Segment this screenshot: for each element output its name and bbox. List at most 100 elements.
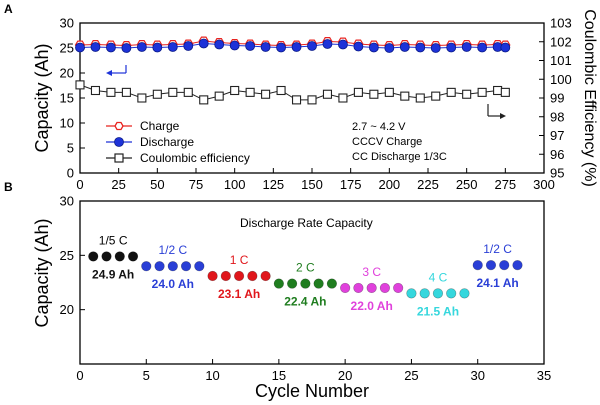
y-tick-label: 0: [67, 166, 74, 181]
data-point-rate-1: [141, 261, 152, 272]
data-point-rate-4: [393, 282, 404, 294]
x-tick-label: 35: [537, 368, 551, 383]
y-tick-label: 25: [60, 41, 74, 56]
annotation-discharge-mode: CC Discharge 1/3C: [352, 151, 447, 163]
data-point-rate-1: [154, 261, 165, 272]
data-point-discharge: [121, 43, 132, 53]
data-point-coulombic: [307, 95, 317, 105]
data-point-coulombic: [446, 87, 456, 97]
rate-label: 1/2 C: [158, 243, 187, 257]
x-tick-label: 50: [150, 177, 164, 192]
plot-series-a: [74, 36, 511, 105]
data-point-rate-6: [472, 260, 483, 271]
data-point-discharge: [229, 40, 240, 51]
data-point-discharge: [477, 42, 488, 53]
x-tick-label: 10: [205, 368, 219, 383]
capacity-value-label: 24.0 Ah: [152, 277, 194, 291]
x-axis-title-b: Cycle Number: [255, 381, 369, 401]
data-point-rate-3: [273, 278, 284, 289]
data-point-discharge: [183, 41, 194, 51]
data-point-coulombic: [214, 91, 224, 101]
x-tick-label: 175: [340, 177, 362, 192]
annotation-charge-mode: CCCV Charge: [352, 136, 422, 148]
x-tick-label: 30: [470, 368, 484, 383]
data-point-rate-0: [114, 251, 125, 262]
legend-label-charge: Charge: [140, 119, 180, 133]
data-point-discharge: [152, 42, 163, 53]
data-point-coulombic: [431, 91, 441, 101]
x-tick-label: 0: [76, 177, 83, 192]
y2-tick-label: 96: [550, 147, 564, 162]
data-point-rate-5: [406, 288, 417, 299]
y-axis-title-a: Capacity (Ah): [32, 43, 52, 152]
data-point-coulombic: [183, 87, 193, 97]
data-point-discharge: [136, 42, 147, 52]
data-point-rate-5: [432, 288, 444, 299]
data-point-discharge: [276, 42, 286, 53]
data-point-rate-3: [300, 278, 311, 289]
panel-letter-b: B: [4, 180, 13, 194]
data-point-coulombic: [415, 93, 425, 103]
data-point-discharge: [399, 42, 410, 52]
legend-item-discharge: Discharge: [106, 135, 194, 149]
data-point-coulombic: [230, 85, 240, 96]
rate-label: 3 C: [362, 265, 381, 279]
data-point-rate-4: [366, 282, 377, 294]
x-tick-label: 225: [417, 177, 439, 192]
y-axis-title-b: Capacity (Ah): [32, 218, 52, 327]
x-tick-label: 0: [76, 368, 83, 383]
data-point-coulombic: [369, 89, 379, 99]
y2-tick-label: 100: [550, 72, 572, 87]
data-point-rate-1: [167, 261, 178, 272]
rate-label: 4 C: [429, 270, 448, 284]
rate-label: 2 C: [296, 261, 315, 275]
x-tick-label: 20: [338, 368, 352, 383]
data-point-coulombic: [477, 87, 487, 97]
y2-tick-label: 99: [550, 91, 564, 106]
data-point-rate-2: [220, 270, 231, 282]
data-point-coulombic: [322, 89, 333, 99]
data-point-discharge: [167, 42, 178, 52]
y2-axis-ticks-a: 95 96 97 98 99 100 101 102 103: [539, 16, 572, 181]
data-point-rate-6: [499, 260, 510, 271]
x-tick-label: 75: [189, 177, 203, 192]
legend-label-coulombic: Coulombic efficiency: [140, 151, 250, 165]
data-point-rate-6: [512, 260, 523, 271]
data-point-rate-3: [326, 278, 337, 289]
data-point-rate-4: [353, 282, 364, 294]
data-point-discharge: [368, 42, 379, 53]
data-point-rate-5: [459, 288, 470, 299]
data-point-discharge: [260, 42, 271, 52]
data-point-discharge: [461, 42, 472, 52]
x-tick-label: 25: [111, 177, 125, 192]
y-tick-label: 25: [60, 248, 74, 263]
data-point-discharge: [384, 43, 395, 53]
data-point-coulombic: [199, 95, 209, 105]
data-point-discharge: [245, 41, 256, 51]
data-point-discharge: [106, 42, 116, 53]
legend-a: Charge Discharge Coulombic efficiency: [106, 119, 250, 165]
x-tick-label: 300: [533, 177, 555, 192]
data-point-discharge: [291, 42, 302, 52]
arrow-left-axis: [106, 65, 127, 76]
data-point-coulombic: [261, 89, 271, 99]
legend-item-charge: Charge: [106, 119, 180, 133]
capacity-value-label: 21.5 Ah: [417, 304, 459, 318]
y2-tick-label: 95: [550, 166, 564, 181]
data-point-coulombic: [276, 85, 286, 96]
x-tick-label: 25: [404, 368, 418, 383]
data-point-rate-3: [313, 278, 324, 289]
data-point-discharge: [214, 39, 225, 50]
data-point-rate-0: [88, 251, 99, 262]
data-point-rate-0: [127, 251, 139, 262]
data-point-rate-6: [485, 260, 497, 271]
capacity-value-label: 22.4 Ah: [284, 295, 326, 309]
data-point-coulombic: [400, 91, 410, 101]
plot-frame-b: [79, 200, 545, 365]
rate-label: 1/5 C: [99, 233, 128, 247]
data-point-coulombic: [245, 87, 255, 97]
data-point-rate-5: [446, 288, 457, 299]
x-tick-label: 100: [224, 177, 246, 192]
x-tick-label: 125: [262, 177, 284, 192]
